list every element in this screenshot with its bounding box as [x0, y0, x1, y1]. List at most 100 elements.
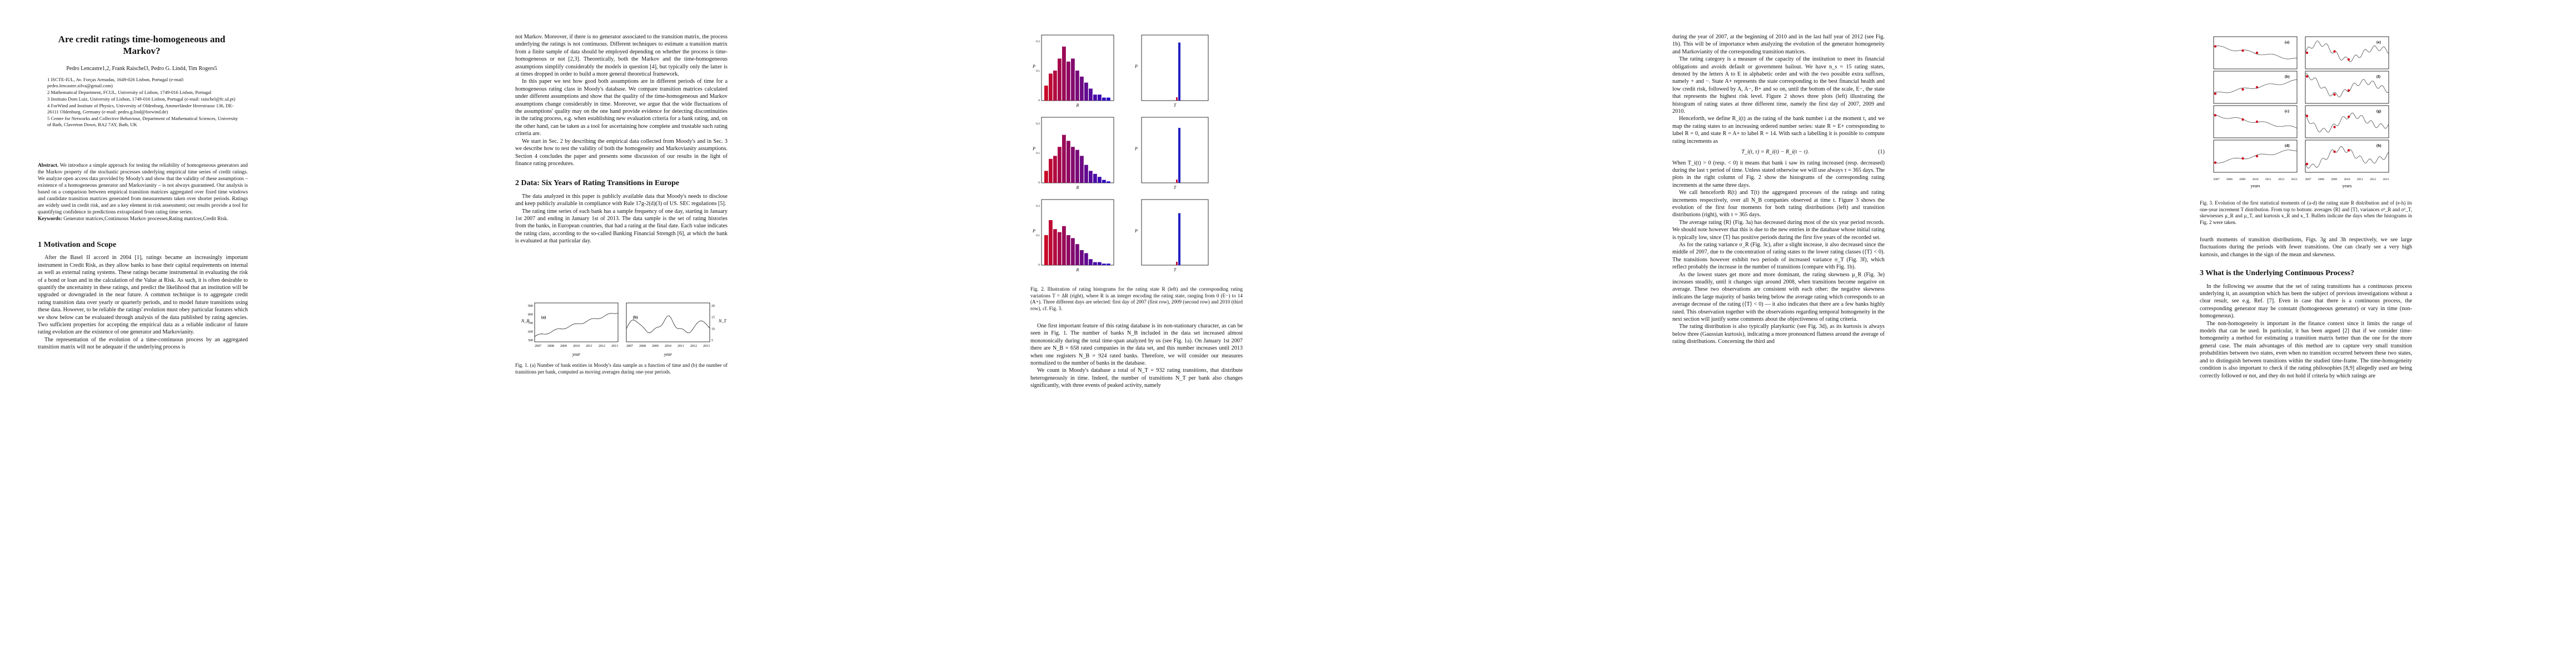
x-tick-label: 2010: [665, 345, 671, 348]
paragraph: As the lowest states get more and more d…: [1672, 271, 1885, 323]
histogram-bar: [1067, 141, 1070, 183]
y-tick-label: 800: [528, 313, 533, 317]
series-line: [626, 315, 710, 334]
histogram-frame: [1141, 199, 1209, 266]
y-tick-label: 500: [528, 339, 533, 342]
panel-label: (g): [2376, 109, 2381, 113]
paragraph: After the Basel II accord in 2004 [1], r…: [38, 255, 248, 336]
figure-3: (a) (b) (c) (d) 2007 2008 2009 2010 2011 2012 2013…: [2213, 36, 2389, 188]
panel-label: (d): [2285, 143, 2290, 148]
paragraph: One first important feature of this rati…: [1030, 323, 1243, 367]
x-tick-label: 2007: [2214, 178, 2220, 181]
histogram-bar: [1098, 177, 1102, 183]
histogram-bar: [1058, 58, 1062, 101]
paragraph: In this paper we test how good both assu…: [515, 78, 728, 137]
moment-panel-frame: [2305, 71, 2389, 104]
histogram-bar: [1062, 135, 1066, 183]
affiliation-5: 5 Centre for Networks and Collective Beh…: [47, 116, 238, 127]
x-tick-label: 2013: [611, 345, 618, 348]
x-axis-label: year: [664, 352, 672, 357]
x-axis-label: years: [2251, 183, 2260, 188]
histogram-bar: [1062, 46, 1066, 101]
y-tick-label: 900: [528, 305, 533, 308]
x-tick-label: 2010: [2253, 178, 2259, 181]
histogram-bar: [1053, 229, 1057, 265]
moment-panel-frame: [2305, 105, 2389, 138]
x-tick-label: 2012: [2278, 178, 2284, 181]
x-tick-label: 2010: [2344, 178, 2350, 181]
moment-series-line: [2305, 41, 2389, 62]
histogram-day-marker: [2347, 115, 2350, 118]
histogram-bar: [1049, 158, 1053, 183]
paragraph: The rating category is a measure of the …: [1672, 56, 1885, 115]
x-axis-label: year: [572, 352, 581, 357]
section-2-heading: 2 Data: Six Years of Rating Transitions …: [515, 179, 680, 188]
x-tick-label: 2013: [703, 345, 710, 348]
y-axis-label: N_B: [521, 318, 529, 323]
affiliation-2: 2 Mathematical Department, FCUL, Univers…: [47, 89, 212, 95]
histogram-day-marker: [2255, 51, 2259, 54]
paragraph: The data analyzed in this paper is publi…: [515, 193, 728, 207]
abstract-block: Abstract. We introduce a simple approach…: [38, 162, 248, 222]
histogram-day-marker: [2333, 50, 2336, 53]
x-axis-label: T: [1174, 103, 1177, 108]
paragraph: The non-homogeneity is important in the …: [2200, 320, 2412, 379]
histogram-bar: [1178, 42, 1180, 101]
figure-3-caption: Fig. 3. Evolution of the first statistic…: [2200, 200, 2412, 225]
histogram-bar: [1102, 180, 1106, 183]
x-tick-label: 2009: [560, 345, 567, 348]
section-3-heading: 3 What is the Underlying Continuous Proc…: [2200, 269, 2354, 278]
histogram-day-marker: [2305, 162, 2309, 166]
histogram-bar: [1044, 235, 1048, 265]
y-axis-label: P: [1134, 64, 1138, 69]
y-tick-label: 0.2: [1036, 122, 1040, 126]
histogram-bar: [1093, 173, 1097, 183]
x-tick-label: 2012: [690, 345, 697, 348]
paragraph: fourth moments of transition distributio…: [2200, 237, 2412, 258]
x-tick-label: 2011: [586, 345, 592, 348]
histogram-day-marker: [2241, 49, 2244, 52]
moment-panel-frame: [2213, 71, 2298, 104]
x-tick-label: 2010: [573, 345, 580, 348]
histogram-bar: [1093, 262, 1097, 265]
histogram-bar: [1049, 73, 1053, 101]
figure-2-caption: Fig. 2. Illustration of rating histogram…: [1030, 286, 1243, 311]
histogram-bar: [1107, 97, 1110, 101]
paragraph: The rating time series of each bank has …: [515, 208, 728, 245]
y-tick-label: 0: [1038, 263, 1040, 267]
x-tick-label: 2007: [626, 345, 633, 348]
y-tick-label: 15: [711, 316, 715, 320]
histogram-bar: [1098, 262, 1102, 265]
paragraph: during the year of 2007, at the beginnin…: [1672, 34, 1885, 55]
page-2-text: not Markov. Moreover, if there is no gen…: [515, 33, 728, 245]
histogram-bar: [1084, 253, 1088, 265]
x-tick-label: 2013: [2291, 178, 2298, 181]
histogram-bar: [1107, 263, 1110, 265]
y-tick-label: 0.2: [1036, 40, 1040, 43]
histogram-bar: [1102, 263, 1106, 265]
histogram-bar: [1089, 171, 1093, 183]
section-1-heading: 1 Motivation and Scope: [38, 241, 117, 249]
histogram-day-marker: [2255, 120, 2259, 123]
moment-series-line: [2213, 79, 2297, 93]
moment-panel-frame: [2213, 140, 2298, 173]
x-tick-label: 2007: [2305, 178, 2311, 181]
paragraph: We count in Moody's database a total of …: [1030, 367, 1243, 389]
y-tick-label: 0.2: [1036, 205, 1040, 208]
moment-panel-frame: [2213, 105, 2298, 138]
histogram-day-marker: [2305, 115, 2309, 117]
histogram-bar: [1075, 244, 1079, 265]
histogram-bar: [1093, 94, 1097, 101]
equation-1: T_i(t, τ) = R_i(t) − R_i(t − τ). (1): [1672, 148, 1885, 156]
abstract-text: We introduce a simple approach for testi…: [38, 163, 248, 215]
panel-label: (b): [633, 315, 638, 320]
y-axis-label: P: [1134, 228, 1138, 233]
abstract-label: Abstract.: [38, 163, 59, 168]
histogram-day-marker: [2214, 92, 2217, 95]
histogram-day-marker: [2305, 51, 2309, 54]
paragraph: We start in Sec. 2 by describing the emp…: [515, 138, 728, 167]
histogram-bar: [1053, 156, 1057, 183]
page-3-text: One first important feature of this rati…: [1030, 322, 1243, 390]
moment-series-line: [2213, 113, 2298, 128]
